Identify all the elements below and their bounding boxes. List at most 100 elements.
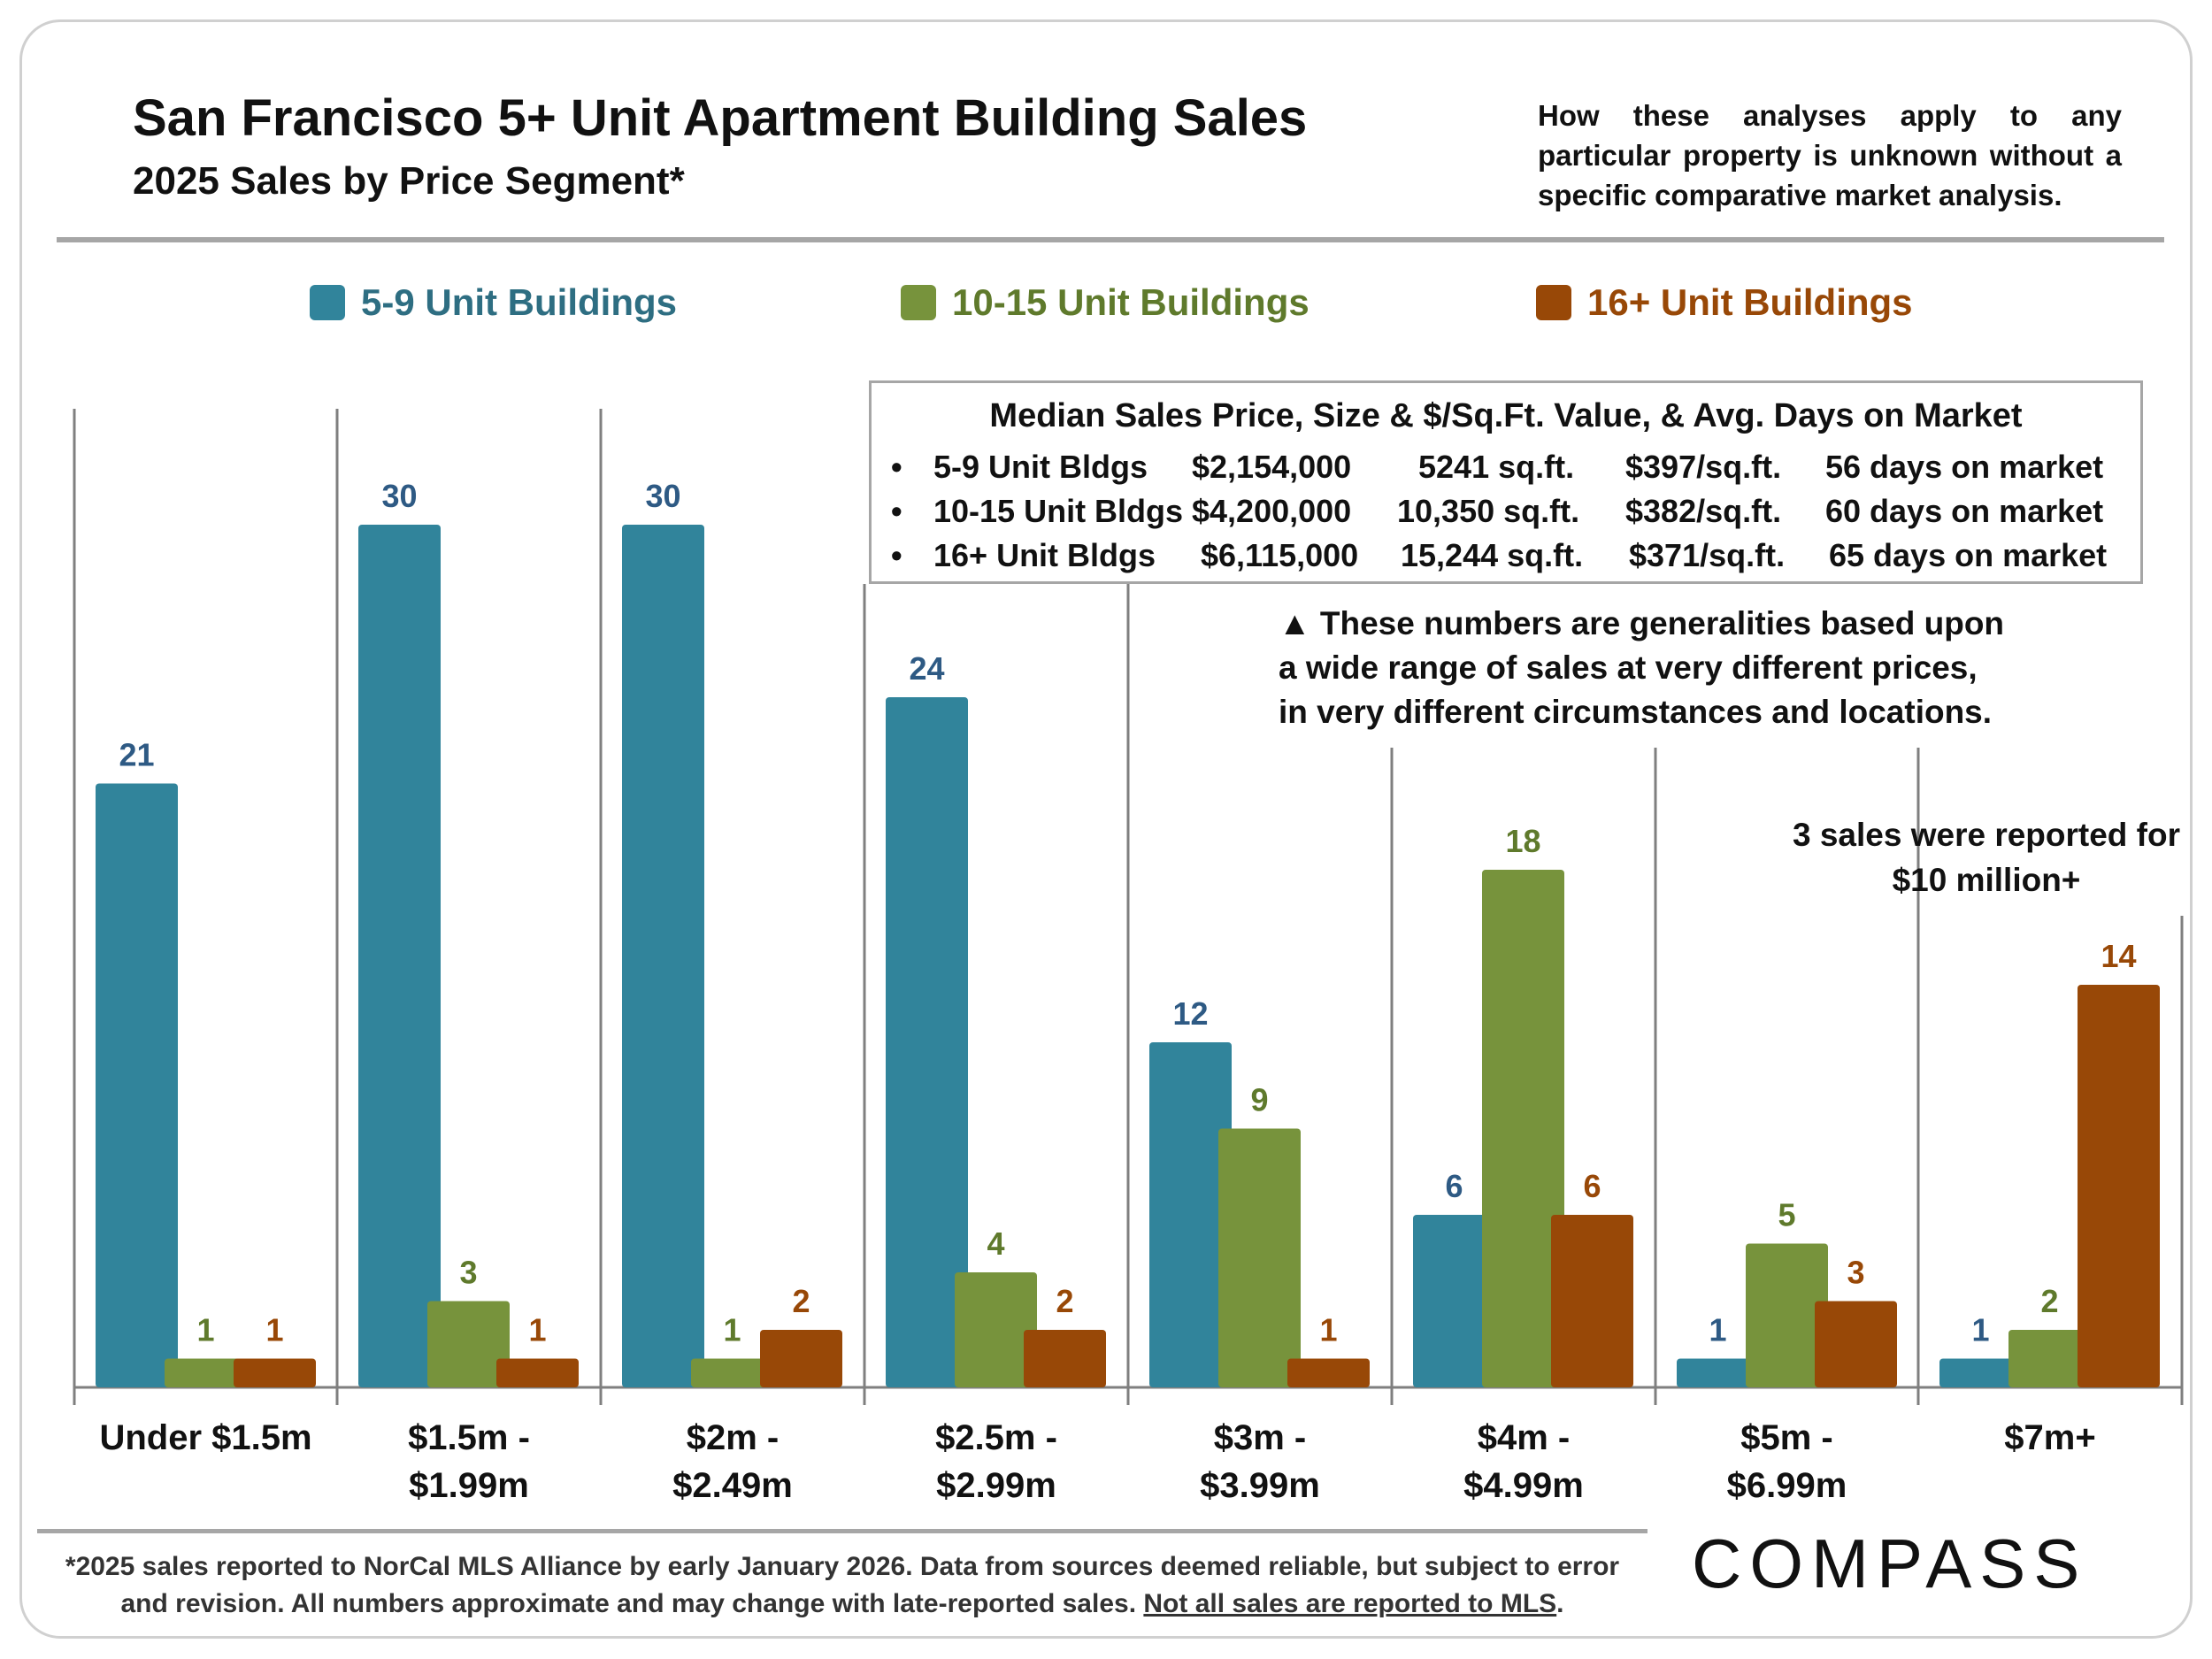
x-tick-label-line: $2m - xyxy=(686,1418,780,1457)
info-size: 15,244 sq.ft. xyxy=(1401,537,1584,573)
footer-divider xyxy=(37,1529,1647,1533)
x-tick-label-line: $2.99m xyxy=(936,1466,1056,1505)
data-label: 1 xyxy=(723,1312,741,1348)
x-tick-label-line: $4.99m xyxy=(1463,1466,1584,1505)
info-row-5-9: • 5-9 Unit Bldgs $2,154,000 5241 sq.ft. … xyxy=(872,449,2140,491)
legend-swatch-5-9 xyxy=(310,285,345,320)
data-label: 12 xyxy=(1172,995,1208,1032)
x-tick-label-line: $7m+ xyxy=(2004,1418,2096,1457)
x-tick-label: $2m - $2.49m xyxy=(604,1414,861,1509)
disclaimer-text: How these analyses apply to any particul… xyxy=(1538,99,2122,211)
generalities-line-3: in very different circumstances and loca… xyxy=(1279,694,1993,730)
legend-item-16-plus: 16+ Unit Buildings xyxy=(1536,281,1913,324)
x-tick-label: $1.5m - $1.99m xyxy=(341,1414,597,1509)
data-label: 1 xyxy=(1319,1312,1337,1348)
bar-16-plus xyxy=(496,1358,579,1387)
data-label: 9 xyxy=(1250,1082,1268,1118)
generalities-line-2: a wide range of sales at very different … xyxy=(1279,649,1978,686)
mls-link-text: Not all sales are reported to MLS xyxy=(1143,1589,1557,1618)
x-tick-label-line: $3m - xyxy=(1213,1418,1307,1457)
generalities-note: ▲ These numbers are generalities based u… xyxy=(1279,602,2004,734)
legend-item-10-15: 10-15 Unit Buildings xyxy=(901,281,1310,324)
bar-16-plus xyxy=(2078,985,2160,1387)
data-label: 6 xyxy=(1583,1168,1601,1204)
info-bullet: • xyxy=(891,449,902,485)
x-tick-label-line: $5m - xyxy=(1740,1418,1833,1457)
info-name: 16+ Unit Bldgs xyxy=(933,537,1156,573)
info-row-10-15: • 10-15 Unit Bldgs $4,200,000 10,350 sq.… xyxy=(872,493,2140,535)
data-label: 4 xyxy=(987,1225,1004,1262)
info-size: 10,350 sq.ft. xyxy=(1397,493,1580,529)
bar-5-9 xyxy=(1413,1215,1495,1387)
bar-16-plus xyxy=(234,1358,316,1387)
bar-16-plus xyxy=(1024,1330,1106,1387)
data-label: 1 xyxy=(196,1312,214,1348)
data-label: 5 xyxy=(1778,1197,1795,1233)
info-bullet: • xyxy=(891,493,902,529)
median-info-box: Median Sales Price, Size & $/Sq.Ft. Valu… xyxy=(869,380,2143,584)
bar-5-9 xyxy=(1149,1042,1232,1387)
x-tick-label-line: $4m - xyxy=(1477,1418,1571,1457)
x-tick-label-line: Under $1.5m xyxy=(99,1418,312,1457)
legend-label-5-9: 5-9 Unit Buildings xyxy=(361,281,677,323)
bar-16-plus xyxy=(760,1330,842,1387)
page-subtitle: 2025 Sales by Price Segment* xyxy=(133,159,685,203)
x-tick-label: $5m - $6.99m xyxy=(1659,1414,1916,1509)
data-label: 2 xyxy=(2040,1283,2058,1319)
info-dom: 56 days on market xyxy=(1825,449,2104,485)
data-label: 2 xyxy=(1056,1283,1073,1319)
bar-5-9 xyxy=(1677,1358,1759,1387)
bar-10-15 xyxy=(955,1272,1037,1387)
info-ppsf: $397/sq.ft. xyxy=(1625,449,1782,485)
x-tick-label: Under $1.5m xyxy=(78,1414,334,1462)
bar-5-9 xyxy=(886,697,968,1387)
info-ppsf: $382/sq.ft. xyxy=(1625,493,1782,529)
bar-5-9 xyxy=(96,783,178,1387)
data-label: 24 xyxy=(909,650,944,687)
data-label: 6 xyxy=(1445,1168,1463,1204)
info-price: $6,115,000 xyxy=(1201,537,1359,573)
x-tick-label: $7m+ xyxy=(1922,1414,2178,1462)
legend-swatch-10-15 xyxy=(901,285,936,320)
bar-5-9 xyxy=(358,525,441,1387)
info-bullet: • xyxy=(891,537,902,573)
data-label: 1 xyxy=(1709,1312,1726,1348)
x-tick-label-line: $6.99m xyxy=(1726,1466,1847,1505)
footnote-line-2: and revision. All numbers approximate an… xyxy=(37,1586,1647,1623)
bar-10-15 xyxy=(165,1358,247,1387)
data-label: 30 xyxy=(645,478,680,514)
data-label: 3 xyxy=(1847,1255,1864,1291)
header-divider xyxy=(57,237,2164,242)
info-dom: 65 days on market xyxy=(1829,537,2108,573)
x-tick-label: $4m - $4.99m xyxy=(1395,1414,1652,1509)
legend-label-16-plus: 16+ Unit Buildings xyxy=(1587,281,1913,323)
bar-10-15 xyxy=(1746,1243,1828,1387)
data-label: 21 xyxy=(119,737,154,773)
info-price: $4,200,000 xyxy=(1192,493,1352,529)
bar-5-9 xyxy=(622,525,704,1387)
info-ppsf: $371/sq.ft. xyxy=(1629,537,1786,573)
footnote-period: . xyxy=(1556,1589,1564,1618)
data-label: 1 xyxy=(1971,1312,1989,1348)
bar-10-15 xyxy=(427,1301,510,1387)
x-tick-label: $2.5m - $2.99m xyxy=(868,1414,1125,1509)
bar-5-9 xyxy=(1939,1358,2022,1387)
data-label: 18 xyxy=(1505,823,1540,859)
generalities-line-1: ▲ These numbers are generalities based u… xyxy=(1279,605,2005,641)
info-row-16-plus: • 16+ Unit Bldgs $6,115,000 15,244 sq.ft… xyxy=(872,537,2140,580)
x-tick-label-line: $1.99m xyxy=(409,1466,529,1505)
data-label: 14 xyxy=(2101,938,2136,974)
bar-10-15 xyxy=(691,1358,773,1387)
compass-logo: COMPASS xyxy=(1692,1525,2088,1602)
data-label: 2 xyxy=(792,1283,810,1319)
bar-16-plus xyxy=(1287,1358,1370,1387)
info-size: 5241 sq.ft. xyxy=(1418,449,1575,485)
page-title: San Francisco 5+ Unit Apartment Building… xyxy=(133,89,1308,147)
info-dom: 60 days on market xyxy=(1825,493,2104,529)
bar-10-15 xyxy=(1218,1128,1301,1387)
info-price: $2,154,000 xyxy=(1192,449,1352,485)
data-label: 1 xyxy=(528,1312,546,1348)
x-tick-label-line: $2.49m xyxy=(672,1466,793,1505)
info-box-title: Median Sales Price, Size & $/Sq.Ft. Valu… xyxy=(989,397,2023,434)
